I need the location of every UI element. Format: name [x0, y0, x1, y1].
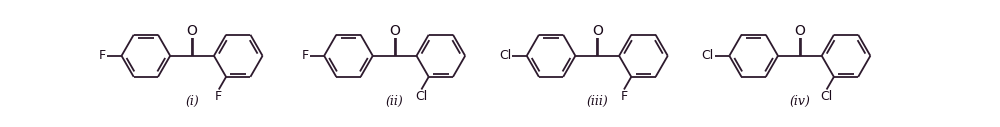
- Text: Cl: Cl: [820, 90, 833, 103]
- Text: F: F: [620, 90, 628, 103]
- Text: (i): (i): [185, 95, 199, 108]
- Text: (ii): (ii): [386, 95, 404, 108]
- Text: O: O: [794, 24, 805, 38]
- Text: F: F: [215, 90, 222, 103]
- Text: Cl: Cl: [499, 49, 511, 62]
- Text: Cl: Cl: [702, 49, 714, 62]
- Text: O: O: [389, 24, 400, 38]
- Text: (iv): (iv): [789, 95, 810, 108]
- Text: (iii): (iii): [586, 95, 608, 108]
- Text: F: F: [99, 49, 106, 62]
- Text: Cl: Cl: [415, 90, 428, 103]
- Text: F: F: [302, 49, 309, 62]
- Text: O: O: [592, 24, 603, 38]
- Text: O: O: [187, 24, 197, 38]
